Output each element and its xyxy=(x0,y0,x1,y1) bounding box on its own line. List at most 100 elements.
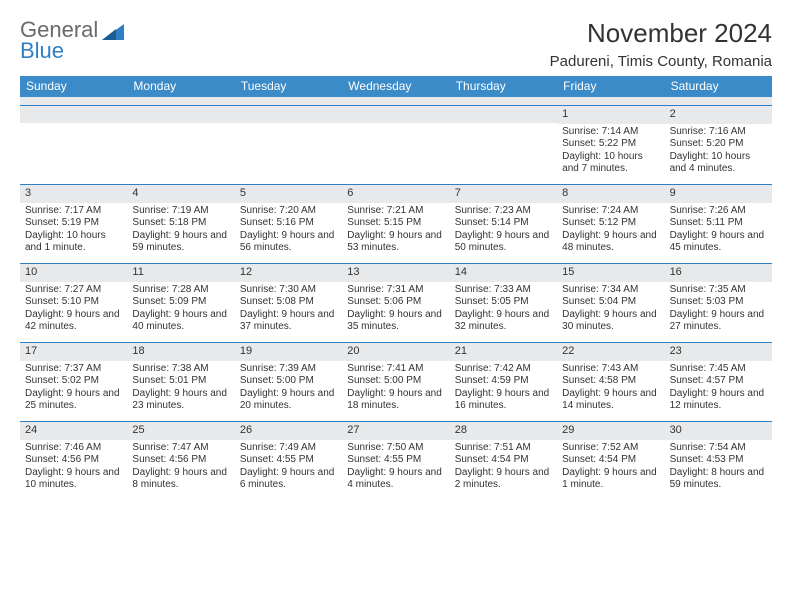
sunset-text: Sunset: 5:05 PM xyxy=(455,296,552,309)
sunrise-text: Sunrise: 7:16 AM xyxy=(670,126,767,139)
calendar-day: 6Sunrise: 7:21 AMSunset: 5:15 PMDaylight… xyxy=(342,185,449,263)
calendar-day: 27 Sunrise: 7:50 AMSunset: 4:55 PMDayligh… xyxy=(342,422,449,500)
day-number: 11 xyxy=(127,264,234,282)
sunrise-text: Sunrise: 7:51 AM xyxy=(455,442,552,455)
calendar-day: 19Sunrise: 7:39 AMSunset: 5:00 PMDayligh… xyxy=(235,343,342,421)
sunset-text: Sunset: 4:54 PM xyxy=(455,454,552,467)
day-number: 27 xyxy=(342,422,449,440)
sunrise-text: Sunrise: 7:35 AM xyxy=(670,284,767,297)
sunrise-text: Sunrise: 7:47 AM xyxy=(132,442,229,455)
sunrise-text: Sunrise: 7:27 AM xyxy=(25,284,122,297)
sunrise-text: Sunrise: 7:31 AM xyxy=(347,284,444,297)
calendar-day: 28Sunrise: 7:51 AMSunset: 4:54 PMDayligh… xyxy=(450,422,557,500)
calendar-day: 23Sunrise: 7:45 AMSunset: 4:57 PMDayligh… xyxy=(665,343,772,421)
sunrise-text: Sunrise: 7:38 AM xyxy=(132,363,229,376)
brand-triangle-icon xyxy=(102,22,128,44)
sunset-text: Sunset: 4:58 PM xyxy=(562,375,659,388)
calendar-day: 17Sunrise: 7:37 AMSunset: 5:02 PMDayligh… xyxy=(20,343,127,421)
dow-sunday: Sunday xyxy=(20,76,127,97)
daylight-text: Daylight: 10 hours and 1 minute. xyxy=(25,230,122,255)
day-of-week-header: Sunday Monday Tuesday Wednesday Thursday… xyxy=(20,76,772,97)
day-number: 7 xyxy=(450,185,557,203)
daylight-text: Daylight: 8 hours and 59 minutes. xyxy=(670,467,767,492)
sunrise-text: Sunrise: 7:34 AM xyxy=(562,284,659,297)
month-year-title: November 2024 xyxy=(550,18,772,49)
sunset-text: Sunset: 4:54 PM xyxy=(562,454,659,467)
daylight-text: Daylight: 9 hours and 59 minutes. xyxy=(132,230,229,255)
day-number xyxy=(235,106,342,123)
title-block: November 2024 Padureni, Timis County, Ro… xyxy=(550,18,772,70)
sunrise-text: Sunrise: 7:17 AM xyxy=(25,205,122,218)
calendar-day: 24Sunrise: 7:46 AMSunset: 4:56 PMDayligh… xyxy=(20,422,127,500)
calendar-day: 4Sunrise: 7:19 AMSunset: 5:18 PMDaylight… xyxy=(127,185,234,263)
day-number: 21 xyxy=(450,343,557,361)
sunrise-text: Sunrise: 7:49 AM xyxy=(240,442,337,455)
day-number xyxy=(20,106,127,123)
sunset-text: Sunset: 4:56 PM xyxy=(25,454,122,467)
sunset-text: Sunset: 5:15 PM xyxy=(347,217,444,230)
daylight-text: Daylight: 9 hours and 48 minutes. xyxy=(562,230,659,255)
calendar-day: 7Sunrise: 7:23 AMSunset: 5:14 PMDaylight… xyxy=(450,185,557,263)
sunset-text: Sunset: 5:10 PM xyxy=(25,296,122,309)
header: General Blue November 2024 Padureni, Tim… xyxy=(20,18,772,70)
daylight-text: Daylight: 9 hours and 14 minutes. xyxy=(562,388,659,413)
day-number xyxy=(450,106,557,123)
calendar-day: 22Sunrise: 7:43 AMSunset: 4:58 PMDayligh… xyxy=(557,343,664,421)
daylight-text: Daylight: 9 hours and 40 minutes. xyxy=(132,309,229,334)
daylight-text: Daylight: 9 hours and 8 minutes. xyxy=(132,467,229,492)
day-number: 3 xyxy=(20,185,127,203)
calendar-day: 25Sunrise: 7:47 AMSunset: 4:56 PMDayligh… xyxy=(127,422,234,500)
sunset-text: Sunset: 4:55 PM xyxy=(347,454,444,467)
day-number xyxy=(127,106,234,123)
daylight-text: Daylight: 9 hours and 18 minutes. xyxy=(347,388,444,413)
calendar-week: 10Sunrise: 7:27 AMSunset: 5:10 PMDayligh… xyxy=(20,263,772,342)
daylight-text: Daylight: 9 hours and 27 minutes. xyxy=(670,309,767,334)
daylight-text: Daylight: 9 hours and 20 minutes. xyxy=(240,388,337,413)
sunset-text: Sunset: 5:19 PM xyxy=(25,217,122,230)
day-number: 4 xyxy=(127,185,234,203)
calendar-day xyxy=(127,106,234,184)
sunrise-text: Sunrise: 7:46 AM xyxy=(25,442,122,455)
calendar-day: 26Sunrise: 7:49 AMSunset: 4:55 PMDayligh… xyxy=(235,422,342,500)
sunrise-text: Sunrise: 7:41 AM xyxy=(347,363,444,376)
day-number: 20 xyxy=(342,343,449,361)
sunrise-text: Sunrise: 7:50 AM xyxy=(347,442,444,455)
dow-friday: Friday xyxy=(557,76,664,97)
day-number: 25 xyxy=(127,422,234,440)
day-number: 23 xyxy=(665,343,772,361)
sunrise-text: Sunrise: 7:14 AM xyxy=(562,126,659,139)
sunset-text: Sunset: 5:04 PM xyxy=(562,296,659,309)
sunset-text: Sunset: 5:08 PM xyxy=(240,296,337,309)
daylight-text: Daylight: 9 hours and 12 minutes. xyxy=(670,388,767,413)
daylight-text: Daylight: 9 hours and 42 minutes. xyxy=(25,309,122,334)
calendar-week: 3Sunrise: 7:17 AMSunset: 5:19 PMDaylight… xyxy=(20,184,772,263)
day-number: 16 xyxy=(665,264,772,282)
day-number: 9 xyxy=(665,185,772,203)
day-number: 30 xyxy=(665,422,772,440)
calendar-week: 24Sunrise: 7:46 AMSunset: 4:56 PMDayligh… xyxy=(20,421,772,500)
sunset-text: Sunset: 5:06 PM xyxy=(347,296,444,309)
day-number: 8 xyxy=(557,185,664,203)
dow-saturday: Saturday xyxy=(665,76,772,97)
sunrise-text: Sunrise: 7:26 AM xyxy=(670,205,767,218)
day-number: 1 xyxy=(557,106,664,124)
sunrise-text: Sunrise: 7:37 AM xyxy=(25,363,122,376)
sunrise-text: Sunrise: 7:39 AM xyxy=(240,363,337,376)
daylight-text: Daylight: 9 hours and 6 minutes. xyxy=(240,467,337,492)
sunrise-text: Sunrise: 7:19 AM xyxy=(132,205,229,218)
daylight-text: Daylight: 9 hours and 56 minutes. xyxy=(240,230,337,255)
calendar-day: 2Sunrise: 7:16 AMSunset: 5:20 PMDaylight… xyxy=(665,106,772,184)
sunset-text: Sunset: 5:12 PM xyxy=(562,217,659,230)
day-number: 10 xyxy=(20,264,127,282)
sunrise-text: Sunrise: 7:28 AM xyxy=(132,284,229,297)
day-number: 5 xyxy=(235,185,342,203)
day-number: 13 xyxy=(342,264,449,282)
sunrise-text: Sunrise: 7:30 AM xyxy=(240,284,337,297)
brand-text: General Blue xyxy=(20,18,98,62)
sunset-text: Sunset: 5:22 PM xyxy=(562,138,659,151)
sunrise-text: Sunrise: 7:33 AM xyxy=(455,284,552,297)
calendar-day xyxy=(235,106,342,184)
calendar-day: 10 Sunrise: 7:27 AMSunset: 5:10 PMDayligh… xyxy=(20,264,127,342)
daylight-text: Daylight: 9 hours and 4 minutes. xyxy=(347,467,444,492)
sunset-text: Sunset: 5:02 PM xyxy=(25,375,122,388)
